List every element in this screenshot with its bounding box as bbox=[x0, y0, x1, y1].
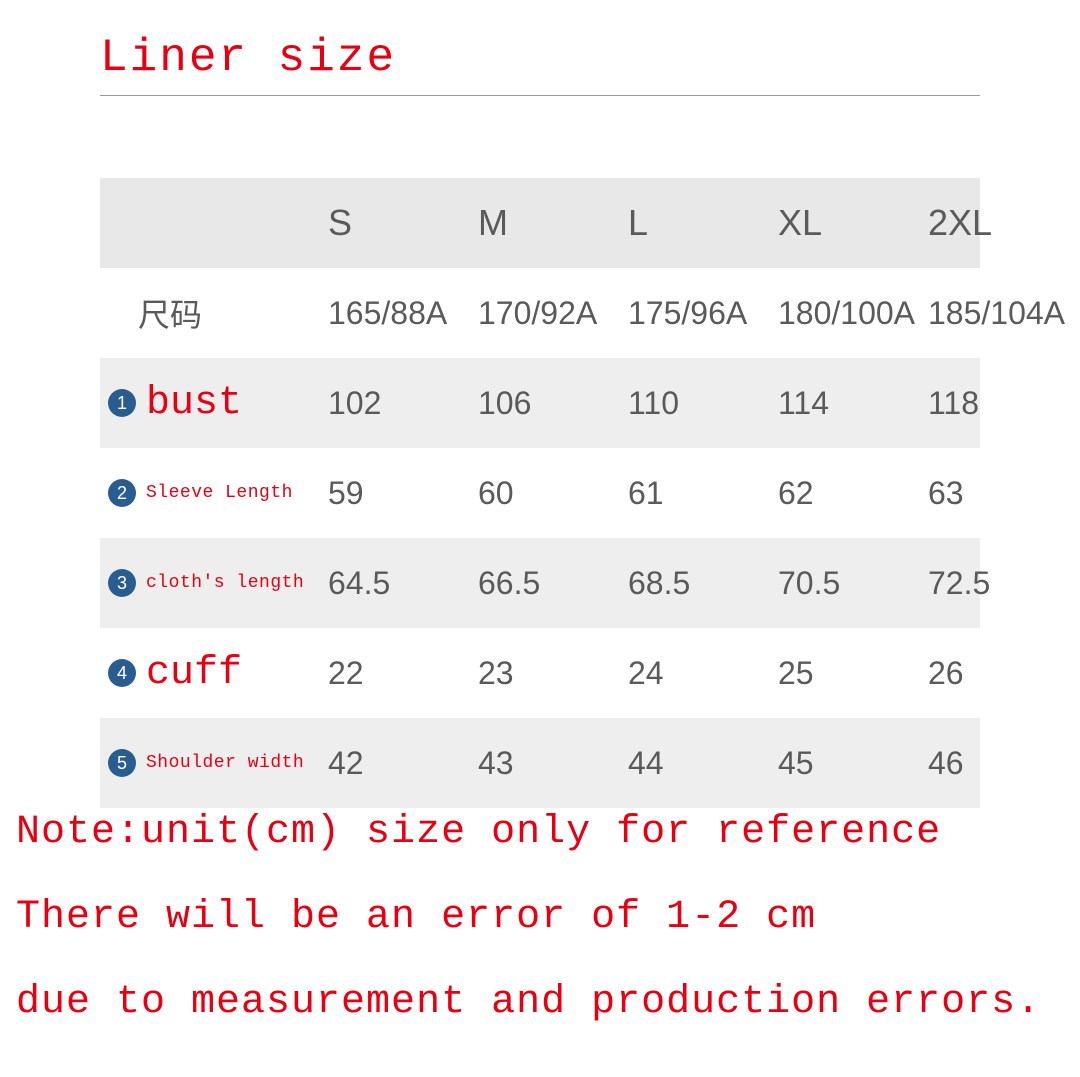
col-header: XL bbox=[770, 202, 920, 244]
size-code-label: 尺码 bbox=[100, 290, 320, 336]
data-cell: 45 bbox=[770, 745, 920, 782]
size-code-cell: 175/96A bbox=[620, 295, 770, 332]
row-label-text: cloth's length bbox=[146, 573, 304, 593]
row-label-text: Sleeve Length bbox=[146, 483, 293, 503]
table-row: 3cloth's length64.566.568.570.572.5 bbox=[100, 538, 980, 628]
col-header: L bbox=[620, 202, 770, 244]
data-cell: 60 bbox=[470, 475, 620, 512]
row-label-text: cuff bbox=[146, 651, 242, 696]
size-code-cell: 180/100A bbox=[770, 295, 920, 332]
data-cell: 68.5 bbox=[620, 565, 770, 602]
data-cell: 106 bbox=[470, 385, 620, 422]
data-cell: 64.5 bbox=[320, 565, 470, 602]
data-cell: 26 bbox=[920, 655, 1070, 692]
size-table: S M L XL 2XL 尺码 165/88A 170/92A 175/96A … bbox=[100, 178, 980, 808]
size-code-row: 尺码 165/88A 170/92A 175/96A 180/100A 185/… bbox=[100, 268, 980, 358]
col-header: M bbox=[470, 202, 620, 244]
data-cell: 22 bbox=[320, 655, 470, 692]
row-number-badge: 1 bbox=[108, 389, 136, 417]
table-header-row: S M L XL 2XL bbox=[100, 178, 980, 268]
data-cell: 118 bbox=[920, 385, 1070, 422]
table-row: 2Sleeve Length5960616263 bbox=[100, 448, 980, 538]
row-label-text: bust bbox=[146, 381, 242, 426]
data-cell: 63 bbox=[920, 475, 1070, 512]
footnote-line: There will be an error of 1-2 cm bbox=[16, 895, 816, 940]
data-cell: 59 bbox=[320, 475, 470, 512]
table-row: 1bust102106110114118 bbox=[100, 358, 980, 448]
data-cell: 110 bbox=[620, 385, 770, 422]
footnote-line: Note:unit(cm) size only for reference bbox=[16, 810, 941, 855]
data-cell: 42 bbox=[320, 745, 470, 782]
col-header: 2XL bbox=[920, 202, 1070, 244]
table-row: 5Shoulder width4243444546 bbox=[100, 718, 980, 808]
col-header: S bbox=[320, 202, 470, 244]
row-label-cell: 1 bust bbox=[100, 381, 320, 426]
data-cell: 114 bbox=[770, 385, 920, 422]
row-number-badge: 5 bbox=[108, 749, 136, 777]
data-rows: 1bust1021061101141182Sleeve Length596061… bbox=[100, 358, 980, 808]
data-cell: 46 bbox=[920, 745, 1070, 782]
data-cell: 102 bbox=[320, 385, 470, 422]
data-cell: 62 bbox=[770, 475, 920, 512]
row-number-badge: 4 bbox=[108, 659, 136, 687]
row-label-text: Shoulder width bbox=[146, 753, 304, 773]
page-title: Liner size bbox=[100, 32, 396, 84]
row-label-cell: 2 Sleeve Length bbox=[100, 479, 320, 507]
data-cell: 25 bbox=[770, 655, 920, 692]
data-cell: 70.5 bbox=[770, 565, 920, 602]
row-label-cell: 4 cuff bbox=[100, 651, 320, 696]
row-number-badge: 3 bbox=[108, 569, 136, 597]
data-cell: 66.5 bbox=[470, 565, 620, 602]
table-row: 4cuff2223242526 bbox=[100, 628, 980, 718]
row-number-badge: 2 bbox=[108, 479, 136, 507]
data-cell: 43 bbox=[470, 745, 620, 782]
data-cell: 72.5 bbox=[920, 565, 1070, 602]
size-label-text: 尺码 bbox=[138, 290, 202, 336]
data-cell: 61 bbox=[620, 475, 770, 512]
title-divider bbox=[100, 95, 980, 96]
size-code-cell: 165/88A bbox=[320, 295, 470, 332]
row-label-cell: 5 Shoulder width bbox=[100, 749, 320, 777]
footnote-line: due to measurement and production errors… bbox=[16, 980, 1041, 1025]
data-cell: 23 bbox=[470, 655, 620, 692]
data-cell: 44 bbox=[620, 745, 770, 782]
size-code-cell: 170/92A bbox=[470, 295, 620, 332]
data-cell: 24 bbox=[620, 655, 770, 692]
row-label-cell: 3 cloth's length bbox=[100, 569, 320, 597]
size-code-cell: 185/104A bbox=[920, 295, 1070, 332]
